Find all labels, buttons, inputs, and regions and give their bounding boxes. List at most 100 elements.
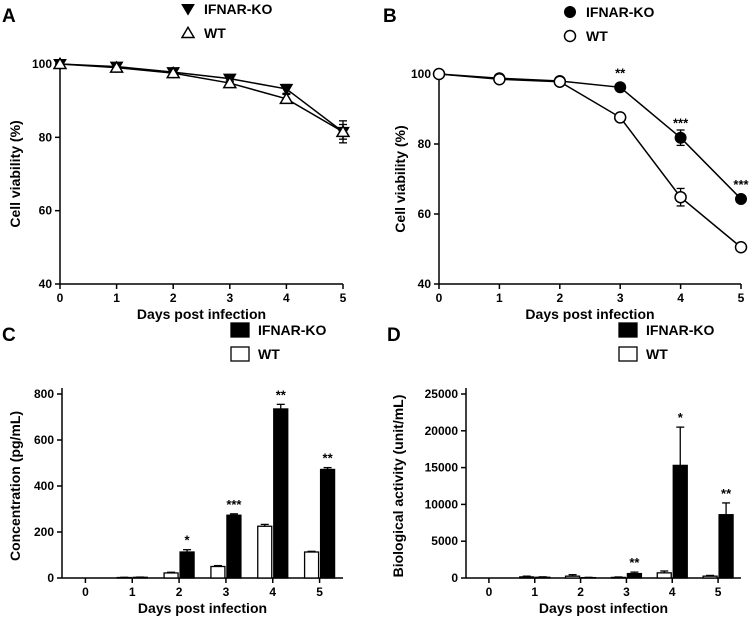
x-tick-label: 4 bbox=[669, 585, 676, 599]
data-point-wt bbox=[335, 124, 351, 138]
bar-ifnar-ko bbox=[672, 464, 688, 579]
x-tick-label: 1 bbox=[113, 291, 120, 305]
x-tick-label: 0 bbox=[57, 291, 64, 305]
legend-label: IFNAR-KO bbox=[646, 322, 715, 338]
data-point-wt bbox=[279, 91, 294, 105]
y-tick-label: 600 bbox=[34, 433, 54, 447]
data-point-wt bbox=[493, 73, 506, 86]
data-point-ifnar-ko bbox=[674, 131, 687, 144]
x-tick-label: 4 bbox=[269, 585, 276, 599]
data-point-ifnar-ko bbox=[614, 81, 627, 94]
significance-label: ** bbox=[721, 486, 732, 501]
y-tick-label: 10000 bbox=[425, 497, 459, 511]
y-tick-label: 60 bbox=[39, 204, 53, 218]
x-tick-label: 2 bbox=[176, 585, 183, 599]
data-point-wt bbox=[432, 67, 446, 81]
y-tick-label: 80 bbox=[39, 130, 53, 144]
legend-swatch-wt bbox=[618, 346, 638, 362]
legend-marker-ifnar-ko bbox=[564, 6, 576, 18]
significance-label: *** bbox=[673, 116, 689, 131]
y-tick-label: 5000 bbox=[431, 534, 458, 548]
legend-marker-wt bbox=[563, 29, 577, 43]
x-tick-label: 3 bbox=[223, 585, 230, 599]
bar-wt bbox=[702, 575, 718, 579]
panel-letter-a: A bbox=[2, 6, 16, 27]
panel-letter-b: B bbox=[383, 6, 397, 27]
bar-wt bbox=[257, 525, 273, 579]
legend-swatch-ifnar-ko bbox=[618, 322, 638, 338]
legend-label: WT bbox=[586, 28, 608, 44]
legend-swatch-ifnar-ko bbox=[230, 322, 250, 338]
bar-ifnar-ko bbox=[626, 572, 643, 579]
y-tick-label: 100 bbox=[411, 67, 431, 81]
legend-label: IFNAR-KO bbox=[204, 1, 273, 17]
bar-ifnar-ko bbox=[319, 468, 336, 579]
x-tick-label: 2 bbox=[556, 291, 563, 305]
significance-label: ** bbox=[629, 555, 640, 570]
bar-wt bbox=[163, 572, 179, 579]
data-point-ifnar-ko bbox=[279, 83, 294, 96]
x-tick-label: 5 bbox=[738, 291, 745, 305]
y-tick-label: 60 bbox=[418, 207, 432, 221]
x-tick-label: 2 bbox=[170, 291, 177, 305]
data-point-wt bbox=[734, 241, 748, 254]
series-line-ifnar-ko bbox=[59, 63, 344, 133]
data-point-wt bbox=[222, 75, 238, 89]
legend-label: WT bbox=[646, 346, 668, 362]
series-line-ifnar-ko bbox=[438, 73, 742, 200]
chart-panel-b: 40 60 80 100 Cell viability (%) Days post inf… bbox=[392, 4, 750, 322]
x-tick-label: 3 bbox=[623, 585, 630, 599]
x-tick-label: 0 bbox=[82, 585, 89, 599]
x-axis-label: Days post infection bbox=[138, 600, 267, 616]
y-tick-label: 15000 bbox=[425, 461, 459, 475]
y-axis-label: Concentration (pg/mL) bbox=[7, 411, 23, 561]
bar-wt bbox=[564, 575, 581, 579]
y-tick-label: 0 bbox=[451, 571, 458, 585]
x-tick-label: 1 bbox=[531, 585, 538, 599]
bar-wt bbox=[519, 576, 535, 579]
significance-label: ** bbox=[323, 451, 334, 466]
bar-ifnar-ko bbox=[273, 408, 289, 579]
y-tick-label: 200 bbox=[34, 525, 54, 539]
x-tick-label: 5 bbox=[316, 585, 323, 599]
x-tick-label: 3 bbox=[617, 291, 624, 305]
data-point-wt bbox=[52, 56, 68, 70]
y-tick-label: 20000 bbox=[425, 424, 459, 438]
x-tick-label: 2 bbox=[577, 585, 584, 599]
significance-label: * bbox=[678, 410, 684, 425]
x-tick-label: 1 bbox=[496, 291, 503, 305]
y-tick-label: 100 bbox=[32, 57, 52, 71]
y-tick-label: 40 bbox=[418, 277, 432, 291]
y-tick-label: 80 bbox=[418, 137, 432, 151]
bar-wt bbox=[303, 551, 320, 579]
significance-label: *** bbox=[733, 177, 749, 192]
legend-label: IFNAR-KO bbox=[586, 4, 655, 20]
bar-ifnar-ko bbox=[226, 514, 242, 579]
significance-label: ** bbox=[615, 65, 626, 80]
x-axis-label: Days post infection bbox=[525, 306, 654, 322]
y-tick-label: 40 bbox=[39, 277, 53, 291]
y-tick-label: 400 bbox=[34, 479, 54, 493]
data-point-wt bbox=[109, 60, 124, 73]
legend-marker-ifnar-ko bbox=[181, 4, 195, 16]
legend-label: WT bbox=[258, 346, 280, 362]
y-tick-label: 0 bbox=[47, 571, 54, 585]
chart-panel-d: 0 5000 10000 15000 20000 25000 Biological acti… bbox=[390, 322, 741, 616]
x-axis-label: Days post infection bbox=[137, 306, 266, 322]
legend-marker-wt bbox=[180, 25, 196, 39]
series-line-wt bbox=[438, 73, 742, 248]
x-tick-label: 1 bbox=[129, 585, 136, 599]
data-point-ifnar-ko bbox=[735, 192, 747, 205]
bar-wt bbox=[656, 572, 672, 579]
x-tick-label: 4 bbox=[677, 291, 684, 305]
y-axis-label: Cell viability (%) bbox=[392, 125, 408, 232]
y-tick-label: 800 bbox=[34, 387, 54, 401]
legend-swatch-wt bbox=[230, 346, 250, 362]
data-point-wt bbox=[674, 190, 687, 204]
panel-letter-d: D bbox=[387, 325, 401, 346]
panel-letter-c: C bbox=[2, 325, 16, 346]
significance-label: ** bbox=[276, 387, 287, 402]
chart-panel-c: 0 200 400 600 800 Concentration (pg/mL) Days p… bbox=[7, 322, 343, 616]
x-axis-label: Days post infection bbox=[539, 600, 668, 616]
x-tick-label: 3 bbox=[226, 291, 233, 305]
